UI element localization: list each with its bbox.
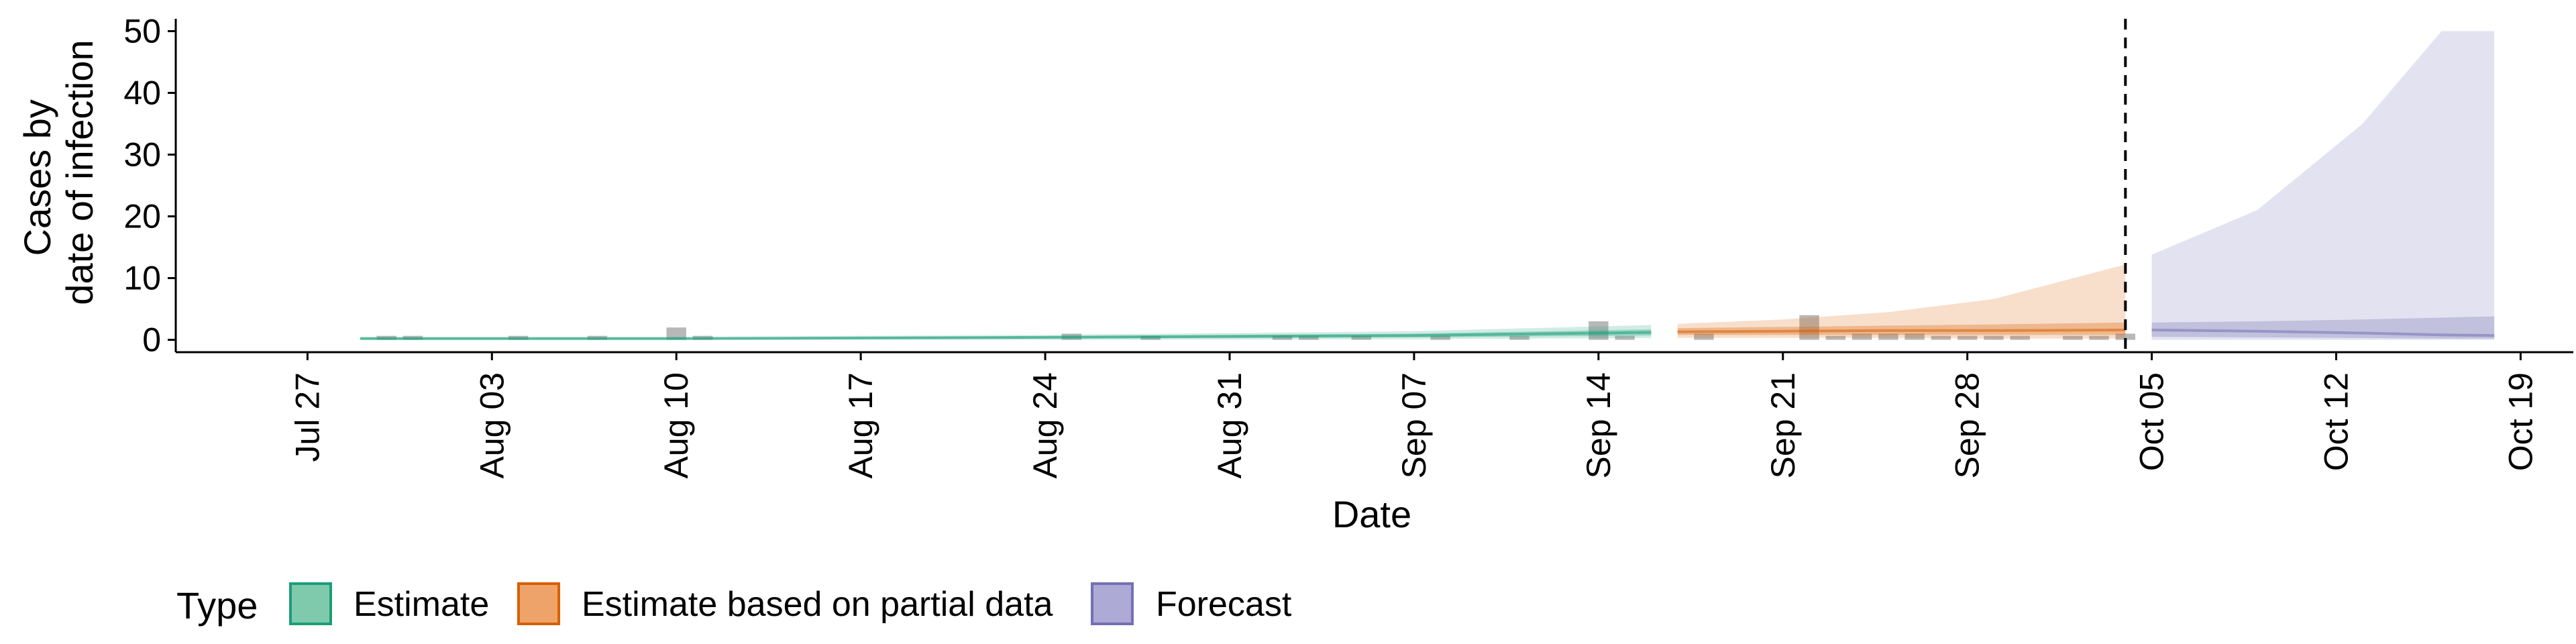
ribbon-90-forecast (2151, 31, 2495, 340)
observed-case-bar (1984, 335, 2004, 340)
observed-case-bar (1957, 335, 1978, 340)
ribbon-90-estimate-based-on-partial-data (1677, 264, 2126, 339)
observed-case-bar (1351, 335, 1372, 340)
median-line-estimate (360, 331, 1652, 340)
y-tick-label: 50 (123, 12, 161, 50)
legend-title: Type (176, 584, 258, 627)
x-tick-label: Sep 28 (1949, 372, 1986, 478)
x-tick-label: Aug 31 (1211, 372, 1248, 478)
x-tick-label: Aug 17 (842, 372, 879, 478)
observed-case-bar (2063, 335, 2083, 340)
y-tick-label: 10 (123, 260, 161, 297)
y-axis-title-line-1: Cases by (16, 99, 58, 256)
observed-case-bar (1931, 335, 1951, 340)
observed-case-bar (1694, 333, 1714, 340)
observed-case-bar (1509, 335, 1529, 340)
legend-swatch-estimate (289, 582, 332, 625)
observed-case-bar (1615, 335, 1635, 340)
x-tick-label: Aug 10 (657, 372, 695, 478)
x-tick-label: Aug 24 (1026, 372, 1064, 478)
observed-case-bar (1589, 321, 1609, 340)
x-tick-label: Jul 27 (288, 372, 326, 462)
axes (174, 19, 2573, 354)
x-tick-label: Oct 19 (2502, 372, 2539, 471)
observed-cases-bars (376, 315, 2136, 340)
legend-swatch-partial (517, 582, 560, 625)
legend: Type Estimate Estimate based on partial … (176, 582, 1292, 627)
x-tick-label: Oct 05 (2133, 372, 2171, 471)
observed-case-bar (1825, 335, 1846, 340)
y-tick-label: 30 (123, 136, 161, 173)
observed-case-bar (1799, 315, 1819, 340)
legend-label-partial: Estimate based on partial data (582, 585, 1053, 624)
observed-case-bar (2115, 333, 2136, 340)
x-axis-title: Date (1332, 493, 1411, 535)
x-tick-label: Oct 12 (2318, 372, 2355, 471)
observed-case-bar (2089, 335, 2109, 340)
y-ticks: 0 10 20 30 40 50 (123, 12, 176, 359)
x-tick-label: Sep 07 (1395, 372, 1433, 478)
y-axis-title-line-2: date of infection (58, 40, 101, 305)
observed-case-bar (2010, 335, 2030, 340)
x-tick-label: Aug 03 (473, 372, 511, 478)
observed-case-bar (1299, 335, 1319, 340)
y-tick-label: 40 (123, 74, 161, 111)
legend-label-forecast: Forecast (1156, 585, 1292, 624)
x-ticks: Jul 27 Aug 03 Aug 10 Aug 17 Aug 24 Aug 31 Sep … (288, 352, 2539, 478)
observed-case-bar (1430, 335, 1450, 340)
y-axis-title: Cases by date of infection (16, 40, 101, 305)
observed-case-bar (1904, 333, 1925, 340)
legend-swatch-forecast (1091, 582, 1134, 625)
legend-label-estimate: Estimate (354, 585, 489, 624)
y-tick-label: 0 (142, 321, 161, 359)
x-tick-label: Sep 21 (1764, 372, 1802, 478)
x-tick-label: Sep 14 (1580, 372, 1617, 478)
observed-case-bar (1878, 333, 1898, 340)
observed-case-bar (666, 327, 686, 340)
median-line-estimate-based-on-partial-data (1677, 328, 2126, 333)
observed-case-bar (1272, 335, 1293, 340)
observed-case-bar (1851, 333, 1872, 340)
median-line-forecast (2151, 328, 2495, 337)
estimate-ribbons (360, 19, 2495, 352)
y-tick-label: 20 (123, 198, 161, 235)
